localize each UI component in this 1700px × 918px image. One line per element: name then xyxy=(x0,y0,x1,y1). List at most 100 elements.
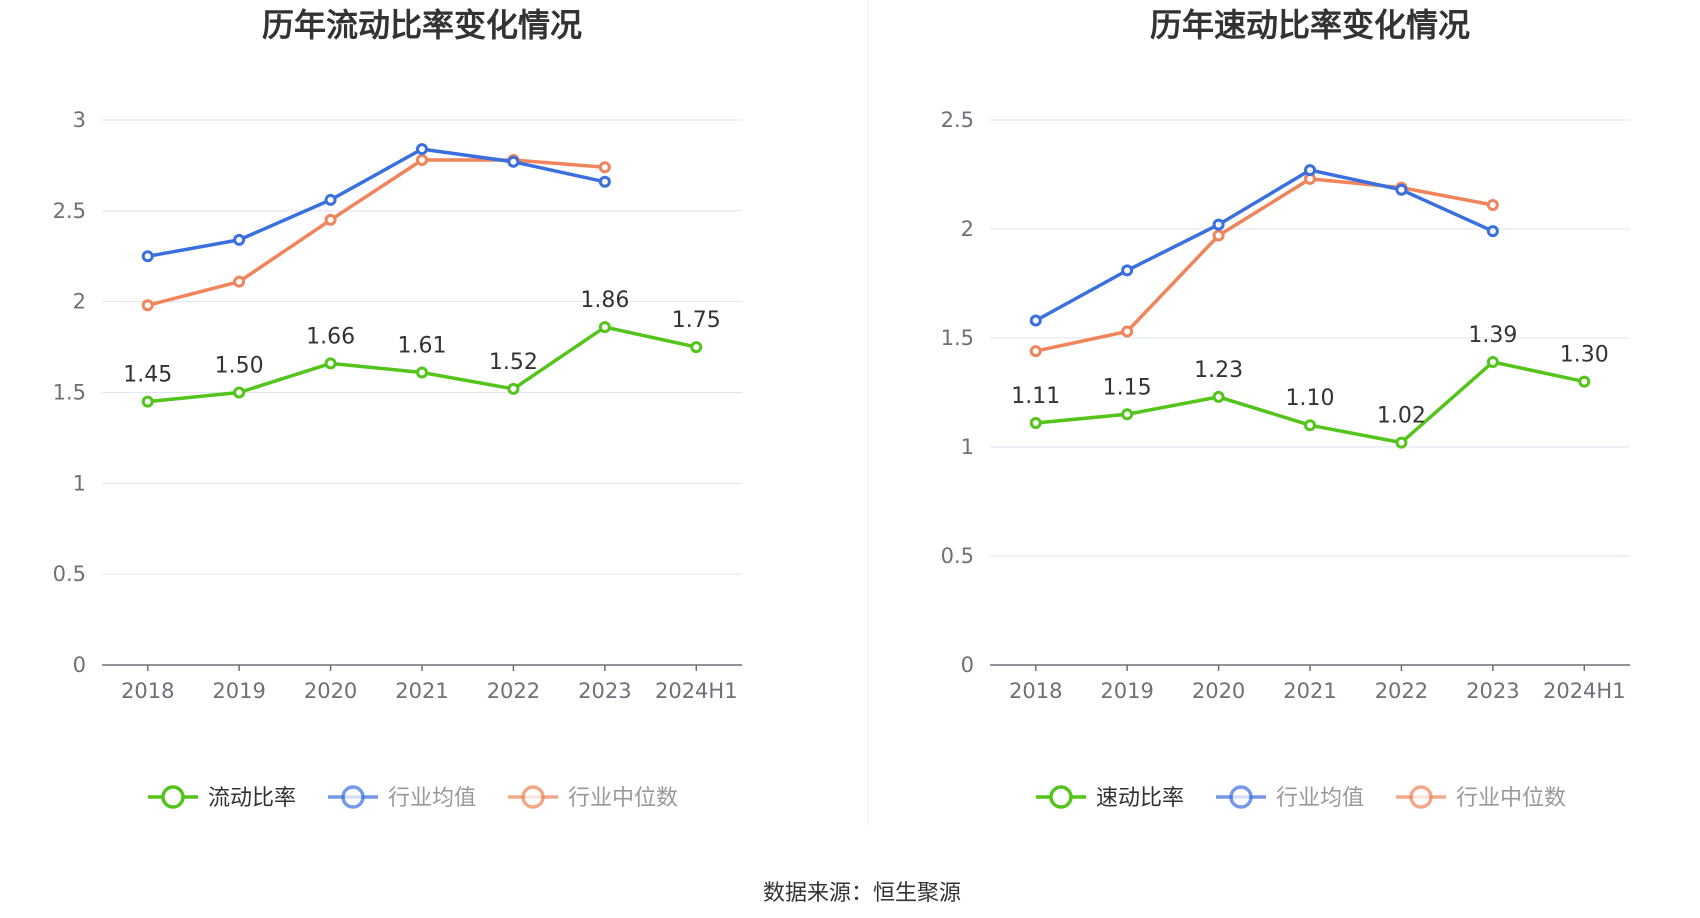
y-tick-label: 2.5 xyxy=(53,199,86,223)
x-tick-label: 2021 xyxy=(395,679,448,703)
data-label: 1.30 xyxy=(1560,343,1609,368)
x-tick-label: 2019 xyxy=(1100,679,1153,703)
y-tick-label: 1 xyxy=(73,471,86,495)
data-point-average xyxy=(1304,164,1316,177)
data-point-average xyxy=(233,233,246,246)
y-tick-label: 2.5 xyxy=(941,108,974,132)
data-point-primary xyxy=(1395,436,1408,449)
series-line-median xyxy=(1035,177,1494,353)
x-tick-label: 2023 xyxy=(1466,679,1519,703)
legend-marker xyxy=(1229,785,1253,809)
data-label: 1.75 xyxy=(672,308,721,333)
y-tick-label: 1.5 xyxy=(941,326,974,350)
data-label: 1.23 xyxy=(1194,358,1243,383)
chart-title: 历年流动比率变化情况 xyxy=(262,6,582,44)
data-point-primary xyxy=(690,341,703,354)
x-tick-label: 2021 xyxy=(1283,679,1336,703)
data-point-primary xyxy=(141,395,154,408)
x-tick-label: 2022 xyxy=(1375,679,1428,703)
legend-item-average: 行业均值 xyxy=(328,785,476,811)
data-label: 1.66 xyxy=(306,324,355,349)
x-tick-label: 2023 xyxy=(578,679,631,703)
x-tick-label: 2020 xyxy=(304,679,357,703)
data-point-average xyxy=(416,143,428,156)
legend-item-median: 行业中位数 xyxy=(508,785,678,811)
legend-item-primary: 流动比率 xyxy=(148,785,296,811)
data-point-median xyxy=(1212,229,1225,242)
legend-item-median: 行业中位数 xyxy=(1396,785,1566,811)
data-point-primary xyxy=(233,386,246,399)
data-point-median xyxy=(416,153,428,166)
data-point-median xyxy=(598,161,611,174)
data-point-primary xyxy=(1121,408,1134,421)
data-label: 1.50 xyxy=(215,354,264,379)
legend-marker xyxy=(1409,785,1433,809)
x-tick-label: 2022 xyxy=(487,679,540,703)
data-point-average xyxy=(1486,225,1499,238)
x-tick-label: 2020 xyxy=(1192,679,1245,703)
y-tick-label: 0 xyxy=(961,653,974,677)
data-point-median xyxy=(141,299,154,312)
data-point-primary xyxy=(1304,419,1316,432)
data-label: 1.11 xyxy=(1011,384,1060,409)
legend-item-primary: 速动比率 xyxy=(1036,785,1184,811)
data-point-primary xyxy=(1486,355,1499,368)
x-tick-label: 2024H1 xyxy=(1543,679,1626,703)
data-label: 1.10 xyxy=(1286,386,1335,411)
data-label: 1.45 xyxy=(123,363,172,388)
x-tick-label: 2024H1 xyxy=(655,679,738,703)
data-point-primary xyxy=(507,382,520,395)
x-tick-label: 2018 xyxy=(121,679,174,703)
data-point-average xyxy=(507,155,520,168)
data-point-primary xyxy=(1212,390,1225,403)
data-point-average xyxy=(324,193,337,206)
x-tick-label: 2019 xyxy=(212,679,265,703)
legend-label: 行业均值 xyxy=(388,786,476,811)
data-source: 数据来源：恒生聚源 xyxy=(763,881,961,906)
quick-ratio-chart: 历年速动比率变化情况 0 0.5 1 1.5 2 2.5 2018 2019 2020 2021 20… xyxy=(941,6,1630,811)
y-tick-label: 0 xyxy=(73,653,86,677)
legend-label: 行业中位数 xyxy=(1456,786,1566,811)
data-point-primary xyxy=(416,366,428,379)
x-tick-label: 2018 xyxy=(1009,679,1062,703)
y-tick-label: 3 xyxy=(73,108,86,132)
data-point-average xyxy=(1121,264,1134,277)
data-point-median xyxy=(324,213,337,226)
series-line-average xyxy=(1034,168,1494,323)
y-tick-label: 0.5 xyxy=(53,562,86,586)
data-point-median xyxy=(1029,345,1042,358)
legend-marker xyxy=(521,785,545,809)
legend-label: 行业均值 xyxy=(1276,786,1364,811)
y-tick-label: 1.5 xyxy=(53,381,86,405)
data-point-average xyxy=(1212,218,1225,231)
y-tick-label: 2 xyxy=(73,290,86,314)
data-point-primary xyxy=(598,321,611,334)
legend-marker xyxy=(341,785,365,809)
data-point-median xyxy=(233,275,246,288)
y-tick-label: 1 xyxy=(961,435,974,459)
series-line-median xyxy=(147,158,606,307)
data-point-average xyxy=(1395,183,1408,196)
data-label: 1.86 xyxy=(580,288,629,313)
data-label: 1.52 xyxy=(489,350,538,375)
legend-label: 流动比率 xyxy=(208,786,296,811)
data-point-average xyxy=(141,250,154,263)
legend-marker xyxy=(1049,785,1073,809)
data-label: 1.39 xyxy=(1468,323,1517,348)
data-point-median xyxy=(1486,199,1499,212)
y-tick-label: 0.5 xyxy=(941,544,974,568)
data-point-median xyxy=(1121,325,1134,338)
series-line-average xyxy=(147,147,606,259)
data-point-average xyxy=(598,175,611,188)
data-label: 1.02 xyxy=(1377,404,1426,429)
data-point-primary xyxy=(1578,375,1591,388)
legend-marker xyxy=(161,785,185,809)
legend-label: 速动比率 xyxy=(1096,786,1184,811)
data-label: 1.15 xyxy=(1103,375,1152,400)
data-label: 1.61 xyxy=(398,334,447,359)
chart-title: 历年速动比率变化情况 xyxy=(1150,6,1470,44)
data-point-primary xyxy=(324,357,337,370)
legend-item-average: 行业均值 xyxy=(1216,785,1364,811)
